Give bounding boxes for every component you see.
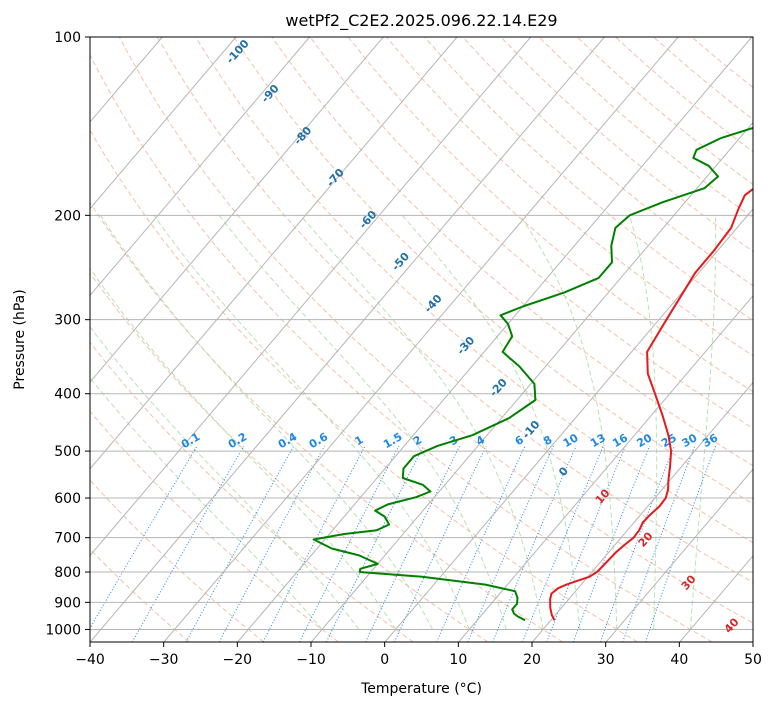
x-tick-label: −40 bbox=[75, 652, 105, 668]
chart-title: wetPf2_C2E2.2025.096.22.14.E29 bbox=[285, 11, 557, 31]
x-tick-label: −10 bbox=[296, 652, 326, 668]
isotherm-line bbox=[238, 37, 752, 642]
dry-adiabat-line bbox=[539, 37, 775, 642]
x-tick-label: 30 bbox=[597, 652, 615, 668]
dry-adiabat-label: -20 bbox=[487, 376, 510, 400]
mixing-ratio-label: 0.2 bbox=[226, 430, 249, 451]
isotherm-line bbox=[17, 37, 531, 642]
x-tick-label: 20 bbox=[523, 652, 541, 668]
x-axis-title: Temperature (°C) bbox=[360, 681, 482, 697]
x-tick-label: 10 bbox=[449, 652, 467, 668]
dry-adiabat-label: -30 bbox=[454, 334, 477, 358]
isotherm-line bbox=[754, 37, 775, 642]
y-tick-label: 100 bbox=[54, 30, 81, 46]
mixing-ratio-label: 8 bbox=[541, 433, 554, 448]
mixing-ratio-line bbox=[437, 446, 525, 642]
temperature-line bbox=[550, 37, 775, 620]
dry-adiabat-line bbox=[0, 37, 339, 642]
dry-adiabat-label: -80 bbox=[291, 124, 314, 148]
dry-adiabat-label: 0 bbox=[556, 464, 571, 479]
dry-adiabat-line bbox=[348, 37, 775, 642]
mixing-ratio-label: 10 bbox=[561, 431, 581, 450]
x-tick-label: 50 bbox=[744, 652, 762, 668]
mixing-ratio-line bbox=[468, 446, 554, 642]
dry-adiabat-line bbox=[0, 37, 413, 642]
x-tick-label: −30 bbox=[149, 652, 179, 668]
dry-adiabat-label: -90 bbox=[259, 82, 282, 106]
dry-adiabat-line bbox=[0, 37, 189, 642]
mixing-ratio-line bbox=[623, 446, 695, 642]
y-tick-label: 800 bbox=[54, 565, 81, 581]
dry-adiabat-label: -100 bbox=[224, 37, 252, 66]
moist-adiabat-line bbox=[630, 215, 657, 629]
isotherm-line bbox=[0, 37, 383, 642]
mixing-ratio-line bbox=[326, 446, 423, 642]
dry-adiabat-line bbox=[386, 37, 775, 642]
y-tick-label: 400 bbox=[54, 387, 81, 403]
mixing-ratio-label: 20 bbox=[634, 431, 654, 450]
moist-adiabat-line bbox=[301, 215, 543, 629]
isotherm-line bbox=[90, 37, 604, 642]
y-tick-label: 600 bbox=[54, 491, 81, 507]
y-tick-label: 700 bbox=[54, 531, 81, 547]
isotherm-line bbox=[164, 37, 678, 642]
mixing-ratio-line bbox=[263, 446, 365, 642]
mixing-ratio-label: 30 bbox=[680, 431, 700, 450]
dry-adiabat-label: -60 bbox=[357, 208, 380, 232]
x-tick-label: 0 bbox=[380, 652, 389, 668]
y-tick-label: 900 bbox=[54, 595, 81, 611]
mixing-ratio-label: 0.6 bbox=[307, 430, 331, 451]
dry-adiabat-line bbox=[654, 37, 775, 642]
mixing-ratio-label: 4 bbox=[474, 433, 487, 448]
dry-adiabat-label: -10 bbox=[520, 418, 543, 442]
mixing-ratio-line bbox=[186, 446, 294, 642]
dry-adiabat-label: -70 bbox=[324, 166, 347, 190]
dry-adiabat-line bbox=[0, 37, 488, 642]
isotherm-line bbox=[606, 37, 775, 642]
x-tick-label: −20 bbox=[223, 652, 253, 668]
y-tick-label: 500 bbox=[54, 444, 81, 460]
moist-adiabat-line bbox=[402, 215, 580, 629]
mixing-ratio-label: 13 bbox=[588, 431, 608, 450]
mixing-ratio-label: 0.4 bbox=[276, 430, 300, 451]
moist-adiabat-line bbox=[56, 215, 396, 629]
isotherm-line bbox=[680, 37, 775, 642]
mixing-ratio-label: 2 bbox=[411, 433, 424, 448]
moist-adiabat-label: 40 bbox=[722, 615, 742, 635]
mixing-ratio-label: 0.1 bbox=[179, 430, 202, 451]
mixing-ratio-line bbox=[600, 446, 674, 642]
isotherm-line bbox=[311, 37, 775, 642]
mixing-ratio-line bbox=[395, 446, 487, 642]
moist-adiabat-label: 10 bbox=[593, 486, 613, 506]
moist-adiabat-line bbox=[154, 215, 470, 629]
y-tick-label: 200 bbox=[54, 208, 81, 224]
mixing-ratio-label: 36 bbox=[700, 431, 720, 450]
mixing-ratio-label: 1 bbox=[353, 433, 366, 448]
isotherm-line bbox=[385, 37, 775, 642]
dry-adiabat-label: -40 bbox=[422, 292, 445, 316]
dry-adiabat-line bbox=[692, 37, 775, 642]
dry-adiabat-line bbox=[0, 37, 264, 642]
y-axis-title: Pressure (hPa) bbox=[12, 289, 28, 389]
dry-adiabat-line bbox=[577, 37, 775, 642]
dry-adiabat-line bbox=[196, 37, 775, 642]
isotherm-line bbox=[0, 37, 310, 642]
dry-adiabat-label: -50 bbox=[389, 250, 412, 274]
mixing-ratio-line bbox=[132, 446, 244, 642]
mixing-ratio-label: 16 bbox=[610, 431, 630, 450]
mixing-ratio-line bbox=[547, 446, 626, 642]
mixing-ratio-line bbox=[300, 446, 399, 642]
dry-adiabat-line bbox=[119, 37, 775, 642]
mixing-ratio-label: 1.5 bbox=[381, 430, 404, 451]
x-tick-label: 40 bbox=[670, 652, 688, 668]
y-tick-label: 1000 bbox=[45, 622, 81, 638]
moist-adiabat-line bbox=[0, 215, 322, 629]
y-tick-label: 300 bbox=[54, 313, 81, 329]
